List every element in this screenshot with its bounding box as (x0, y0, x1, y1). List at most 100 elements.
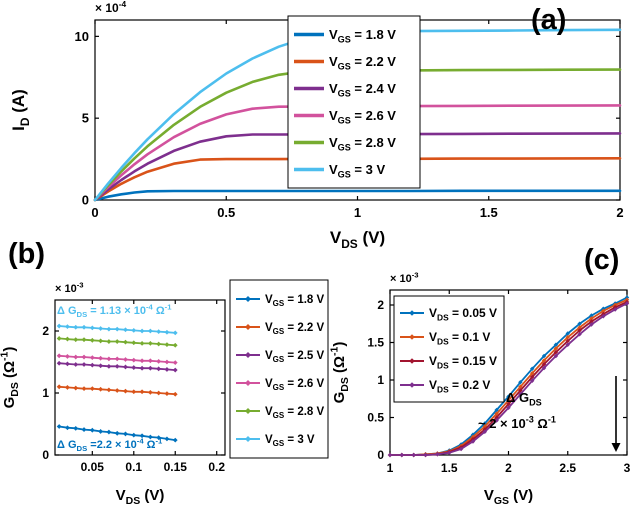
x-tick-label: 2.5 (559, 461, 576, 475)
marker (114, 326, 120, 332)
y-tick-label: 0 (377, 448, 384, 462)
marker (65, 324, 70, 330)
y-tick-label: 1.5 (367, 336, 384, 350)
marker (589, 316, 594, 321)
x-tick-label: 2 (616, 205, 623, 220)
marker (131, 365, 137, 370)
output-characteristics-chart: 0 0.5 1 1.5 2 0 5 10 VDS (V) ID (A) × 10-4 VGS = 1.… (9, 0, 624, 250)
x-tick-label: 2 (505, 461, 512, 475)
marker (245, 380, 251, 386)
marker (172, 437, 178, 443)
marker (123, 339, 128, 345)
marker (106, 429, 112, 435)
legend-label: VGS = 2.8 V (265, 406, 325, 420)
marker (147, 434, 153, 440)
marker (624, 297, 630, 302)
x-tick-label: 1.5 (441, 461, 458, 475)
marker (89, 386, 95, 392)
marker (245, 296, 251, 302)
axis-scale-label: × 10-4 (95, 0, 126, 15)
marker (147, 389, 153, 395)
marker (81, 362, 87, 367)
marker (73, 354, 79, 360)
series-line (93, 68, 622, 202)
marker (156, 358, 162, 364)
y-tick-label: 2 (42, 324, 49, 338)
marker (147, 328, 153, 334)
marker (601, 311, 606, 317)
marker (589, 313, 594, 318)
marker (106, 339, 112, 344)
y-tick-label: 0 (42, 448, 49, 462)
legend-label: VGS = 2.5 V (265, 350, 325, 364)
marker (106, 363, 112, 369)
legend-label: VGS = 1.8 V (329, 27, 396, 45)
annotation-arrowhead (611, 443, 621, 452)
marker (589, 322, 594, 327)
y-tick-label: 10 (75, 29, 89, 44)
marker (470, 439, 476, 444)
marker (114, 339, 120, 344)
annotation-text: Δ GDS =2.2 × 10-4 Ω-1 (57, 436, 163, 453)
x-tick-label: 1 (387, 461, 394, 475)
marker (131, 327, 137, 333)
series-line (93, 157, 622, 202)
marker (612, 307, 618, 312)
marker (73, 385, 79, 391)
marker (589, 319, 594, 324)
marker (81, 386, 87, 392)
marker (139, 365, 145, 371)
marker (114, 356, 120, 362)
marker (506, 405, 511, 410)
marker (98, 326, 104, 331)
x-tick-label: 0.15 (164, 460, 188, 474)
series-line (93, 189, 622, 202)
marker (494, 418, 499, 423)
axis-scale-label: × 10-3 (55, 280, 84, 295)
marker (65, 336, 70, 342)
marker (624, 301, 630, 306)
x-tick-label: 0 (91, 205, 98, 220)
marker (56, 353, 62, 359)
marker (409, 382, 415, 388)
marker (123, 364, 128, 370)
legend-box (287, 15, 421, 189)
marker (172, 367, 178, 373)
legend: VDS = 0.05 V VDS = 0.1 V VDS = 0.15 V VDS =… (393, 295, 505, 403)
marker (601, 306, 606, 311)
annotation-text: Δ GDS = 1.13 × 10-4 Ω-1 (57, 302, 172, 319)
marker (65, 361, 70, 367)
marker (494, 411, 499, 416)
x-tick-label: 0.2 (208, 460, 225, 474)
marker (139, 328, 145, 334)
marker (164, 359, 170, 365)
legend-label: VDS = 0.05 V (429, 306, 497, 322)
panel-c-label: (c) (584, 244, 620, 276)
marker (447, 450, 452, 455)
marker (106, 387, 112, 393)
marker (245, 324, 251, 330)
marker (612, 302, 618, 308)
legend-label: VGS = 2.6 V (329, 108, 396, 126)
marker (106, 356, 112, 362)
marker (245, 408, 251, 414)
marker (139, 389, 145, 395)
marker (156, 329, 162, 335)
marker (482, 429, 487, 434)
marker (147, 358, 153, 364)
marker (98, 338, 104, 344)
series-group (56, 323, 178, 443)
marker (494, 415, 499, 420)
marker (172, 330, 178, 336)
legend-label: VDS = 0.2 V (429, 378, 490, 394)
marker (147, 365, 153, 371)
marker (624, 295, 630, 300)
legend: VGS = 1.8 V VGS = 2.2 V VGS = 2.5 V VGS = 2… (229, 279, 329, 459)
y-axis-label: ID (A) (9, 89, 32, 131)
marker (139, 341, 145, 346)
marker (245, 352, 251, 358)
legend-box (229, 279, 329, 459)
x-tick-label: 1 (354, 205, 361, 220)
marker (131, 389, 137, 395)
y-tick-label: 2 (377, 298, 384, 312)
